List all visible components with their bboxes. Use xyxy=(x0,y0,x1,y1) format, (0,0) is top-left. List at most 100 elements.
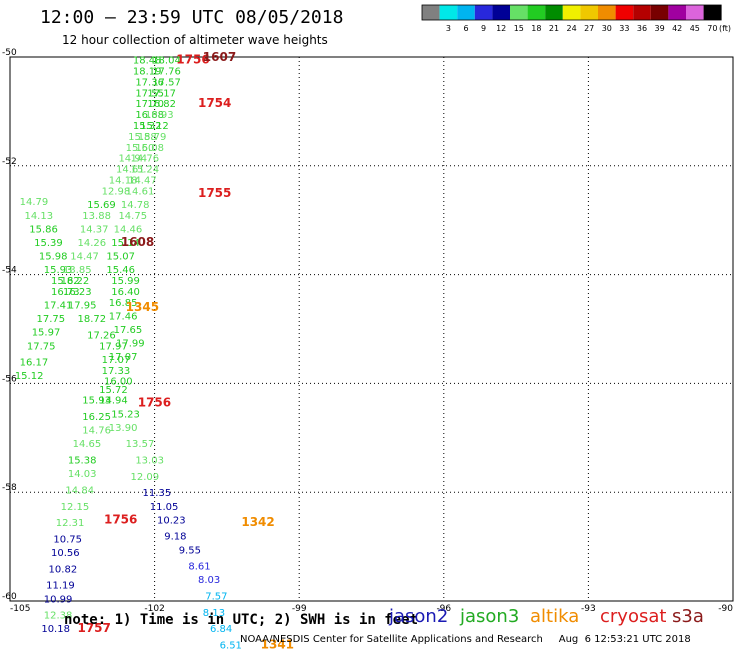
wave-height-label: 17.26 xyxy=(87,330,116,341)
wave-height-label: 15.97 xyxy=(32,328,61,339)
y-tick-label: -60 xyxy=(2,592,17,602)
wave-height-label: 16.25 xyxy=(82,412,111,423)
y-tick-label: -58 xyxy=(2,483,17,493)
legend-label: 27 xyxy=(584,24,594,33)
legend-label: 21 xyxy=(549,24,559,33)
wave-height-label: 14.37 xyxy=(80,224,109,235)
legend-label: 45 xyxy=(690,24,700,33)
plot-frame xyxy=(9,56,734,602)
wave-height-label: 7.57 xyxy=(205,592,227,603)
chart-subtitle: 12 hour collection of altimeter wave hei… xyxy=(62,33,328,47)
legend-s3a: s3a xyxy=(672,606,704,627)
wave-height-label: 15.79 xyxy=(138,132,167,143)
wave-height-label: 15.12 xyxy=(15,371,44,382)
wave-height-label: 16.23 xyxy=(63,287,92,298)
pass-time-label: 1345 xyxy=(126,300,159,314)
wave-height-label: 15.60 xyxy=(126,143,155,154)
x-tick-label: -99 xyxy=(292,604,307,614)
wave-height-label: 17.07 xyxy=(109,352,138,363)
wave-height-label: 6.84 xyxy=(210,624,232,635)
legend-swatch xyxy=(510,5,528,20)
wave-height-label: 15.46 xyxy=(106,265,135,276)
legend-jason3: jason3 xyxy=(460,606,520,627)
pass-time-label: 1608 xyxy=(121,235,154,249)
wave-height-label: 15.82 xyxy=(51,276,80,287)
wave-height-label: 13.90 xyxy=(109,423,138,434)
legend-swatch xyxy=(703,5,722,20)
legend-swatch xyxy=(686,5,704,20)
wave-height-label: 17.97 xyxy=(99,341,128,352)
wave-height-label: 14.79 xyxy=(20,197,49,208)
wave-height-label: 17.76 xyxy=(152,67,181,78)
wave-height-label: 15.93 xyxy=(82,396,111,407)
wave-height-label: 10.82 xyxy=(49,564,78,575)
legend-label: 12 xyxy=(496,24,506,33)
wave-height-label: 9.55 xyxy=(179,545,201,556)
wave-height-label: 10.56 xyxy=(51,548,80,559)
wave-height-label: 14.18 xyxy=(109,175,138,186)
legend-swatch xyxy=(633,5,651,20)
wave-height-label: 17.55 xyxy=(135,88,164,99)
wave-height-label: 14.61 xyxy=(126,186,155,197)
wave-height-label: 12.15 xyxy=(61,502,90,513)
wave-height-label: 15.99 xyxy=(111,276,140,287)
legend-swatch xyxy=(580,5,598,20)
legend-label: 36 xyxy=(637,24,647,33)
wave-height-label: 15.86 xyxy=(29,224,58,235)
wave-height-label: 9.18 xyxy=(164,532,186,543)
legend-swatch xyxy=(439,5,458,20)
wave-height-label: 16.22 xyxy=(61,276,90,287)
legend-label: 39 xyxy=(655,24,665,33)
wave-height-label: 15.23 xyxy=(111,409,140,420)
x-tick-label: -93 xyxy=(581,604,596,614)
wave-height-label: 8.61 xyxy=(188,562,210,573)
wave-height-label: 10.23 xyxy=(157,515,186,526)
wave-height-label: 17.75 xyxy=(37,314,66,325)
wave-height-label: 16.93 xyxy=(145,110,174,121)
legend-swatch xyxy=(474,5,493,20)
x-tick-label: -90 xyxy=(718,604,733,614)
y-tick-label: -50 xyxy=(2,48,17,58)
wave-height-label: 18.48 xyxy=(133,56,162,67)
wave-height-label: 13.85 xyxy=(63,265,92,276)
wave-height-label: 14.76 xyxy=(131,154,160,165)
wave-height-label: 10.75 xyxy=(53,534,82,545)
wave-height-label: 15.72 xyxy=(99,385,128,396)
wave-height-label: 17.36 xyxy=(135,77,164,88)
wave-height-label: 13.88 xyxy=(82,211,111,222)
wave-height-label: 14.65 xyxy=(73,439,102,450)
pass-time-label: 1756 xyxy=(176,53,209,67)
wave-height-label: 14.94 xyxy=(118,154,147,165)
wave-height-label: 14.94 xyxy=(99,396,128,407)
wave-height-label: 17.41 xyxy=(44,301,73,312)
wave-height-label: 14.61 xyxy=(116,165,145,176)
wave-height-label: 12.98 xyxy=(102,186,131,197)
wave-height-label: 12.09 xyxy=(131,472,160,483)
wave-height-label: 12.31 xyxy=(56,518,85,529)
x-tick-label: -96 xyxy=(436,604,451,614)
wave-height-label: 15.12 xyxy=(140,121,169,132)
wave-height-label: 13.57 xyxy=(126,439,155,450)
legend-label: 6 xyxy=(463,24,468,33)
legend-label: 9 xyxy=(481,24,486,33)
legend-swatch xyxy=(650,5,669,20)
color-legend: 3 6 9 12 15 18 21 24 27 30 33 36 39 42 45 70 (ft) xyxy=(421,4,731,33)
legend-unit: (ft) xyxy=(719,24,731,33)
wave-height-label: 16.40 xyxy=(111,287,140,298)
legend-altika: altika xyxy=(530,606,580,627)
chart-title: 12:00 – 23:59 UTC 08/05/2018 xyxy=(40,7,344,28)
wave-height-label: 14.75 xyxy=(118,211,147,222)
legend-swatch xyxy=(457,5,475,20)
wave-height-label: 17.17 xyxy=(147,88,176,99)
wave-height-label: 17.46 xyxy=(109,311,138,322)
wave-height-label: 14.03 xyxy=(68,469,97,480)
wave-height-label: 17.95 xyxy=(68,301,97,312)
wave-height-label: 15.98 xyxy=(39,252,68,263)
wave-height-label: 6.51 xyxy=(220,641,242,650)
footer-credit: NOAA/NESDIS Center for Satellite Applica… xyxy=(240,634,691,645)
wave-height-label: 17.57 xyxy=(152,77,181,88)
pass-time-label: 1757 xyxy=(77,621,110,635)
legend-swatch xyxy=(615,5,634,20)
pass-time-label: 1756 xyxy=(104,512,137,526)
wave-height-label: 15.08 xyxy=(135,143,164,154)
